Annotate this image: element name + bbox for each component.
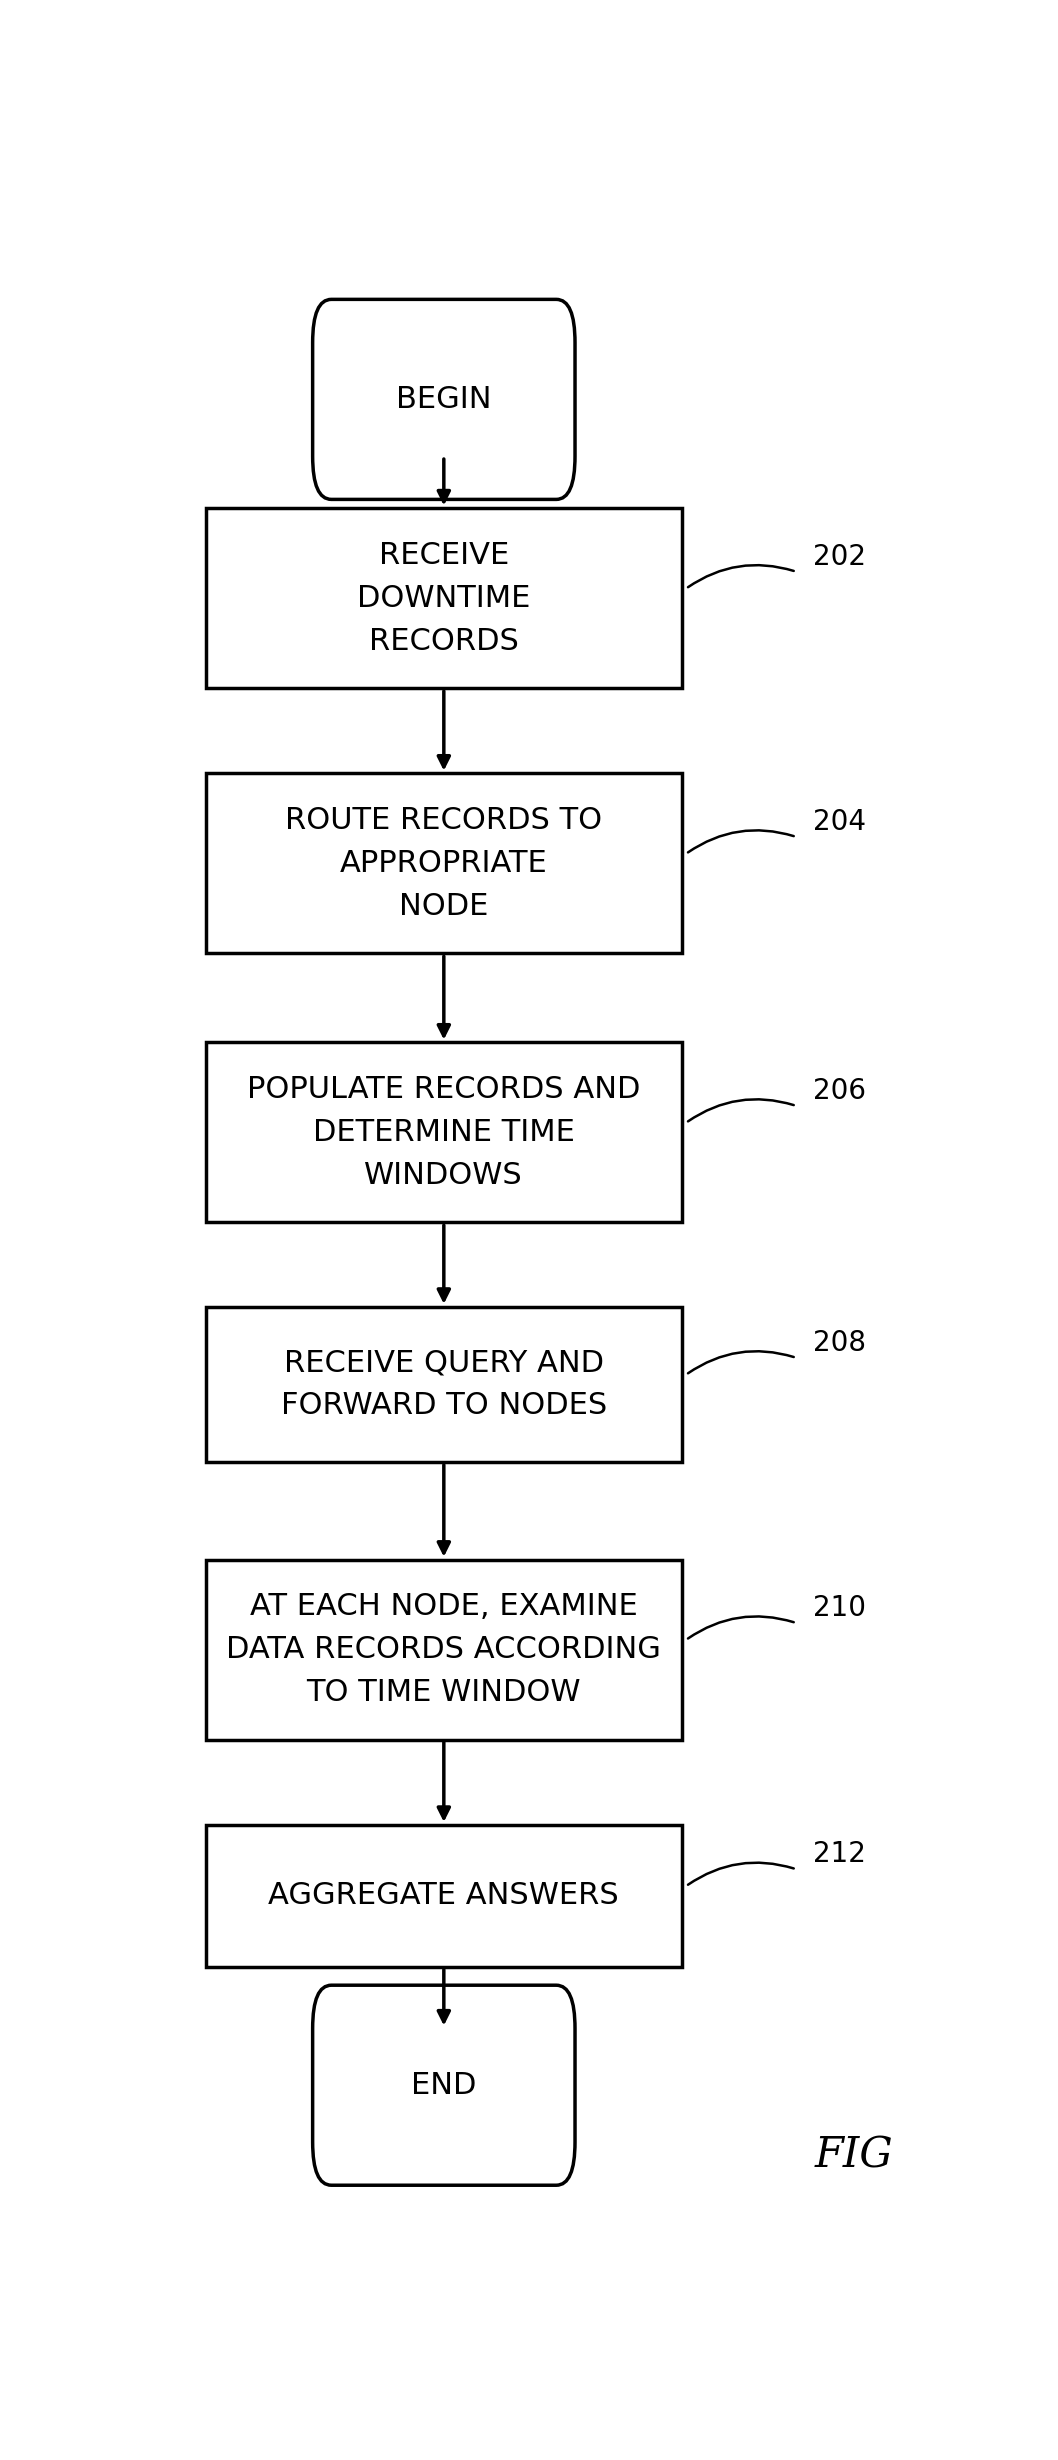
- Text: 206: 206: [813, 1077, 865, 1105]
- Bar: [206, 1306, 681, 1461]
- FancyBboxPatch shape: [313, 1985, 576, 2184]
- Text: ROUTE RECORDS TO
APPROPRIATE
NODE: ROUTE RECORDS TO APPROPRIATE NODE: [286, 807, 602, 920]
- Text: 208: 208: [813, 1328, 865, 1358]
- Text: 202: 202: [813, 544, 865, 571]
- Text: RECEIVE
DOWNTIME
RECORDS: RECEIVE DOWNTIME RECORDS: [358, 541, 530, 654]
- Text: 210: 210: [813, 1594, 865, 1621]
- Bar: [206, 1043, 681, 1223]
- Text: FIG: FIG: [815, 2135, 893, 2177]
- Text: RECEIVE QUERY AND
FORWARD TO NODES: RECEIVE QUERY AND FORWARD TO NODES: [280, 1348, 607, 1419]
- Text: 204: 204: [813, 807, 865, 836]
- Text: POPULATE RECORDS AND
DETERMINE TIME
WINDOWS: POPULATE RECORDS AND DETERMINE TIME WIND…: [248, 1075, 640, 1191]
- Text: AGGREGATE ANSWERS: AGGREGATE ANSWERS: [269, 1882, 619, 1911]
- Bar: [206, 772, 681, 954]
- Text: BEGIN: BEGIN: [396, 384, 492, 413]
- Text: AT EACH NODE, EXAMINE
DATA RECORDS ACCORDING
TO TIME WINDOW: AT EACH NODE, EXAMINE DATA RECORDS ACCOR…: [226, 1592, 661, 1707]
- Bar: [206, 1560, 681, 1739]
- Bar: [206, 1825, 681, 1968]
- Text: 212: 212: [813, 1840, 865, 1867]
- Bar: [206, 509, 681, 689]
- Text: END: END: [412, 2071, 476, 2101]
- FancyBboxPatch shape: [313, 300, 576, 499]
